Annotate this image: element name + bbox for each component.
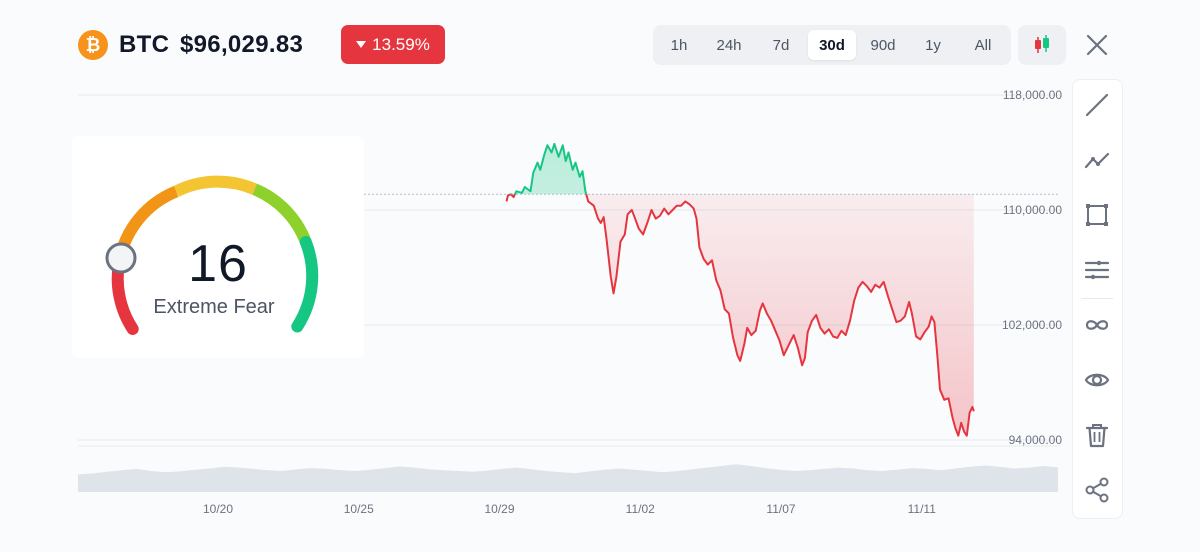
- sentiment-value: 16: [188, 235, 248, 293]
- gauge-segment-greed: [252, 183, 312, 245]
- price-line-up: [508, 142, 588, 195]
- x-tick-label: 10/20: [203, 502, 233, 516]
- bitcoin-icon: ₿: [78, 30, 108, 60]
- toolbar-divider: [1081, 298, 1113, 299]
- polyline-tool[interactable]: [1082, 145, 1112, 175]
- eye-icon: [1084, 373, 1110, 387]
- y-tick-label: 102,000.00: [1002, 318, 1062, 332]
- area-below-baseline: [506, 194, 974, 436]
- close-button[interactable]: [1082, 30, 1112, 60]
- range-tab-1h[interactable]: 1h: [670, 36, 688, 54]
- x-tick-label: 10/25: [344, 502, 374, 516]
- range-tab-7d[interactable]: 7d: [772, 36, 790, 54]
- y-tick-label: 94,000.00: [1009, 433, 1063, 447]
- price-line-down: [505, 194, 975, 437]
- rectangle-tool[interactable]: [1082, 200, 1112, 230]
- price-series-line: [505, 142, 975, 437]
- range-tab-24h[interactable]: 24h: [716, 36, 742, 54]
- y-tick-label: 118,000.00: [1003, 88, 1062, 102]
- range-tab-all[interactable]: All: [974, 36, 992, 54]
- chart-header: ₿ BTC $96,029.83 13.59% 1h 24h 7d 30d 90…: [0, 0, 1200, 90]
- gauge-arc: [105, 175, 319, 335]
- x-tick-label: 11/02: [626, 502, 655, 516]
- delete-tool[interactable]: [1082, 420, 1112, 450]
- volume-area-shape: [78, 464, 1058, 492]
- x-tick-label: 11/07: [766, 502, 795, 516]
- share-tool[interactable]: [1082, 475, 1112, 505]
- share-icon: [1085, 477, 1109, 503]
- horizontal-lines-tool[interactable]: [1082, 255, 1112, 285]
- volume-area: [78, 464, 1058, 492]
- x-tick-label: 10/29: [484, 502, 514, 516]
- x-tick-label: 11/11: [908, 502, 937, 516]
- visibility-tool[interactable]: [1082, 365, 1112, 395]
- rectangle-icon: [1086, 204, 1108, 226]
- drawing-toolbar: [1072, 79, 1123, 519]
- time-range-selector: 1h 24h 7d 30d 90d 1y All: [653, 25, 1011, 65]
- price-change-badge: 13.59%: [341, 25, 445, 64]
- candlestick-icon: [1035, 35, 1049, 53]
- triangle-down-icon: [356, 41, 367, 48]
- range-tab-30d[interactable]: 30d: [808, 30, 856, 60]
- range-tab-90d[interactable]: 90d: [870, 36, 896, 54]
- horizontal-lines-icon: [1084, 260, 1110, 280]
- sentiment-label: Extreme Fear: [153, 296, 275, 318]
- trend-line-icon: [1085, 93, 1109, 117]
- range-tab-1y[interactable]: 1y: [925, 36, 941, 54]
- gauge-indicator-knob: [105, 242, 137, 274]
- y-axis: 118,000.00 110,000.00 102,000.00 94,000.00: [1002, 88, 1062, 447]
- candlestick-toggle-button[interactable]: [1018, 25, 1066, 65]
- infinity-tool[interactable]: [1082, 310, 1112, 340]
- price-change-value: 13.59%: [372, 34, 430, 54]
- current-price: $96,029.83: [180, 31, 304, 58]
- infinity-icon: [1085, 320, 1109, 330]
- trend-line-tool[interactable]: [1082, 90, 1112, 120]
- coin-symbol: BTC: [119, 31, 170, 58]
- trash-icon: [1085, 424, 1109, 448]
- fear-greed-gauge: 16 Extreme Fear: [72, 136, 364, 358]
- close-icon: [1086, 34, 1108, 56]
- gauge-segment-extreme-greed: [291, 236, 319, 333]
- x-axis: 10/20 10/25 10/29 11/02 11/07 11/11: [203, 502, 936, 516]
- price-area: [506, 143, 974, 436]
- y-tick-label: 110,000.00: [1003, 203, 1062, 217]
- gauge-segment-neutral: [173, 175, 257, 197]
- polyline-icon: [1084, 152, 1110, 169]
